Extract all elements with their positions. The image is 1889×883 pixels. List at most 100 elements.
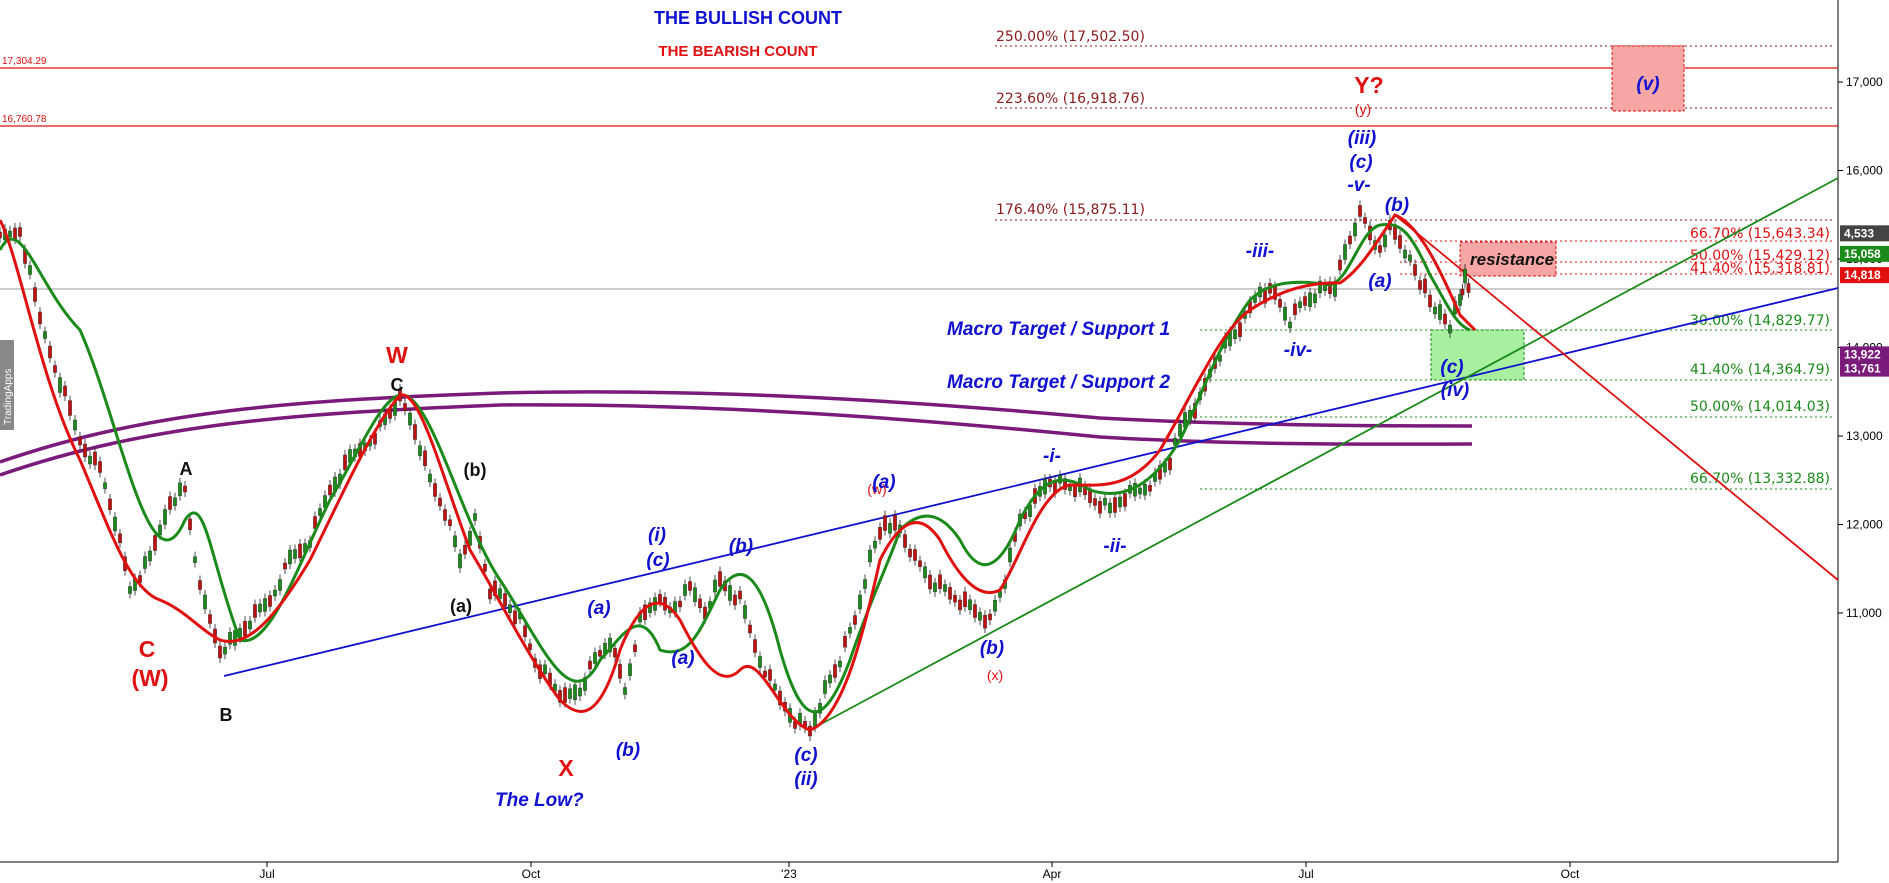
wave-y-small: (y) (1355, 101, 1371, 117)
candle-body (1358, 205, 1362, 217)
wave-c-paren-2: (c) (794, 745, 817, 766)
candle-body (163, 509, 167, 525)
wave-ii-dash: -ii- (1103, 536, 1126, 557)
bullish-count-title: THE BULLISH COUNT (654, 8, 842, 28)
candle-body (448, 519, 452, 526)
candle-body (1093, 498, 1097, 506)
wave-a-paren-1: (a) (587, 598, 610, 619)
fib-red-label-50: 50.00% (15,429.12) (1690, 248, 1830, 264)
candle-body (813, 711, 817, 728)
candle-body (423, 450, 427, 467)
candle-body (103, 482, 107, 489)
svg-text:15,058: 15,058 (1844, 247, 1881, 261)
candle-body (1423, 278, 1427, 294)
candle-body (83, 443, 87, 458)
candle-body (768, 669, 772, 681)
bearish-count-title: THE BEARISH COUNT (658, 43, 817, 60)
wave-b-paren-3: (b) (980, 638, 1004, 659)
candle-body (618, 664, 622, 679)
candle-body (498, 588, 502, 599)
candle-body (328, 484, 332, 496)
candle-body (1458, 294, 1462, 306)
candle-body (253, 604, 257, 618)
candle-body (543, 664, 547, 675)
candle-body (443, 509, 447, 521)
the-low-label: The Low? (495, 790, 584, 811)
candle-body (1233, 329, 1237, 340)
candle-body (203, 594, 207, 610)
candle-body (1278, 299, 1282, 308)
candle-body (713, 579, 717, 593)
candle-body (568, 688, 572, 699)
wave-v-paren: (v) (1636, 74, 1659, 95)
candle-body (978, 612, 982, 621)
candle-body (13, 227, 17, 240)
fib-ext-label-223: 223.60% (16,918.76) (996, 91, 1145, 107)
candle-body (283, 562, 287, 570)
candle-body (833, 664, 837, 678)
candle-body (738, 590, 742, 600)
candle-body (173, 497, 177, 506)
candle-body (863, 579, 867, 589)
candle-body (1098, 501, 1102, 514)
candle-body (853, 615, 857, 625)
candle-body (1123, 493, 1127, 507)
price-tag: 13,922 (1840, 346, 1889, 363)
candle-body (38, 311, 42, 325)
candle-body (683, 584, 687, 596)
svg-text:13,761: 13,761 (1844, 362, 1881, 376)
x-axis: Jul Oct '23 Apr Jul Oct (0, 861, 1838, 881)
candle-body (598, 650, 602, 657)
candle-body (868, 549, 872, 563)
candle-body (68, 400, 72, 416)
macro-target-2: Macro Target / Support 2 (947, 372, 1171, 393)
fib-ext-label-250: 250.00% (17,502.50) (996, 29, 1145, 45)
candle-body (933, 582, 937, 593)
candle-body (1238, 322, 1242, 337)
candle-body (858, 594, 862, 610)
candle-body (428, 473, 432, 483)
candle-body (1408, 254, 1412, 262)
fib-green-label-66: 66.70% (13,332.88) (1690, 471, 1830, 487)
candle-body (468, 531, 472, 546)
wave-c-paren-4: (c) (1440, 357, 1463, 378)
macro-target-1: Macro Target / Support 1 (947, 319, 1170, 340)
candle-body (843, 635, 847, 648)
candle-body (1413, 264, 1417, 276)
y-tick-label: 11,000 (1846, 606, 1882, 620)
candle-body (228, 632, 232, 645)
svg-text:4,533: 4,533 (1844, 226, 1874, 240)
candle-body (1433, 306, 1437, 315)
candle-body (938, 574, 942, 589)
candle-body (188, 518, 192, 531)
y-tick-label: 17,000 (1846, 75, 1883, 89)
candle-body (153, 535, 157, 551)
candle-body (1353, 222, 1357, 237)
candle-body (298, 543, 302, 559)
candle-body (923, 566, 927, 579)
x-tick-label: Jul (259, 867, 274, 881)
wave-Y-question: Y? (1354, 72, 1383, 98)
candle-body (968, 599, 972, 610)
candle-body (883, 515, 887, 531)
candle-body (1443, 313, 1447, 325)
candle-body (1138, 487, 1142, 495)
candle-body (198, 580, 202, 590)
candle-body (988, 613, 992, 621)
fib-ext-label-176: 176.40% (15,875.11) (996, 202, 1145, 218)
candle-body (508, 604, 512, 613)
candle-body (1418, 280, 1422, 290)
candle-body (698, 598, 702, 609)
candle-body (1283, 306, 1287, 321)
candle-body (1318, 280, 1322, 294)
candle-body (8, 230, 12, 238)
wave-iv-dash: -iv- (1284, 340, 1313, 361)
candle-body (48, 345, 52, 359)
candle-body (913, 549, 917, 561)
candle-body (1298, 301, 1302, 308)
candle-body (263, 598, 267, 612)
wave-c-paren-1: (c) (646, 550, 669, 571)
y-tick-label: 16,000 (1846, 164, 1883, 178)
candle-body (183, 485, 187, 493)
